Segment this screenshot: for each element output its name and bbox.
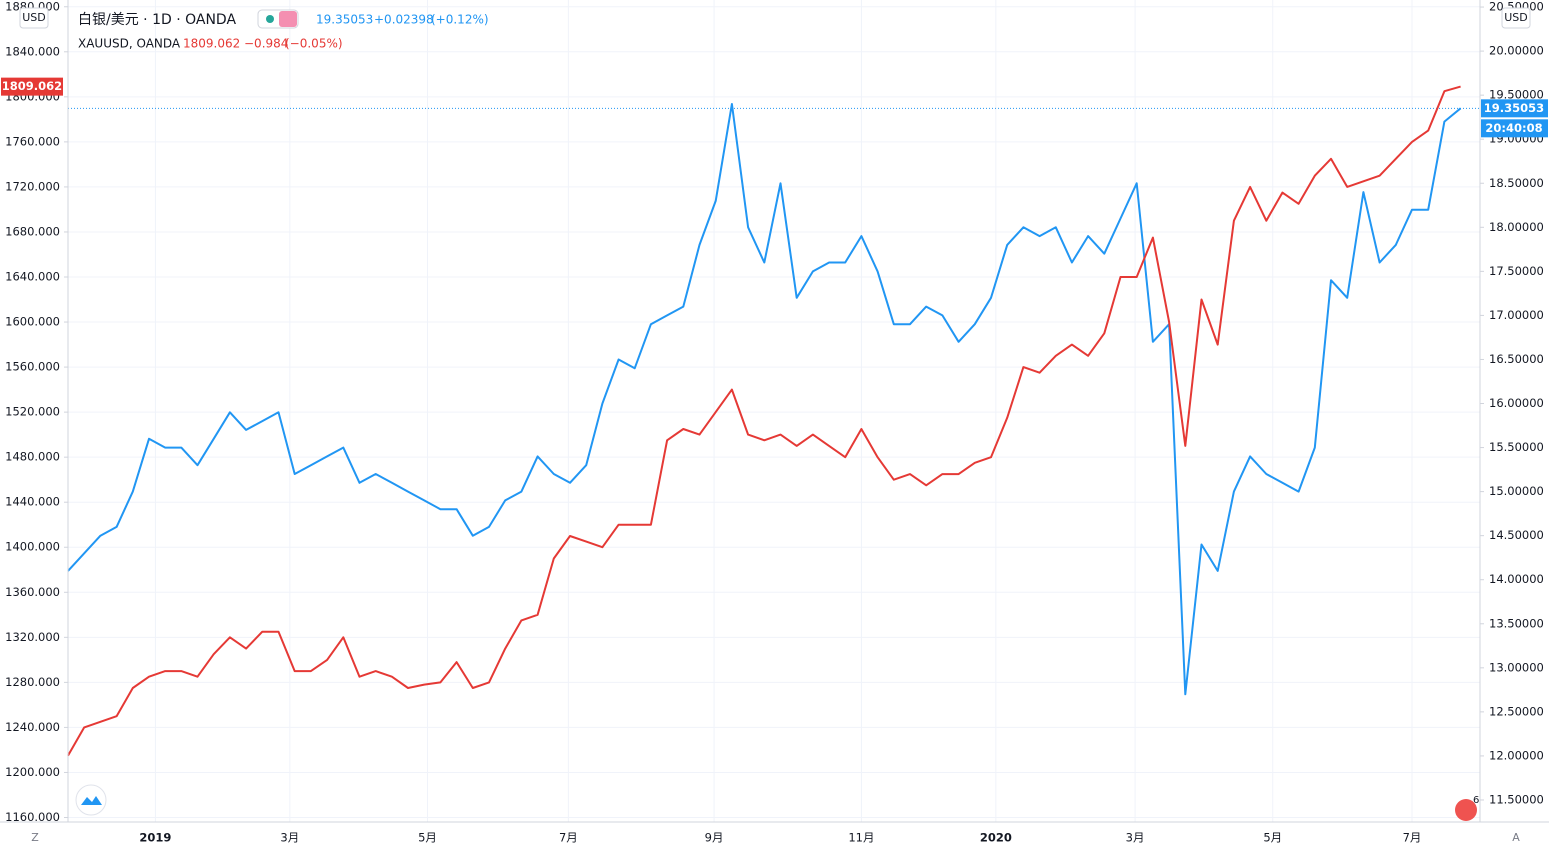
unit-box: [1501, 7, 1531, 29]
price-label-box: [1, 77, 63, 96]
legend-last: 1809.062: [183, 37, 240, 51]
y-unit: USD: [22, 11, 46, 24]
badge: 6: [1473, 795, 1479, 806]
y2-tick-label: 14.00000: [1489, 572, 1544, 586]
y-tick-label: 1400.000: [5, 540, 60, 554]
y2-tick-label: 12.00000: [1489, 748, 1544, 762]
y-tick-label: 1440.000: [5, 495, 60, 509]
y2-tick-label: 16.00000: [1489, 396, 1544, 410]
y2-tick-label: 16.50000: [1489, 352, 1544, 366]
y2-tick-label: 17.00000: [1489, 308, 1544, 322]
x-tick-label: 3月: [1126, 831, 1145, 845]
y2-unit: USD: [1504, 11, 1528, 24]
price-label: 1809.062: [2, 79, 62, 93]
y-tick-label: 1840.000: [5, 44, 60, 58]
y-tick-label: 1680.000: [5, 224, 60, 238]
y2-tick-label: 19.50000: [1489, 88, 1544, 102]
x-tick-label: 5月: [418, 831, 437, 845]
y2-tick-label: 18.50000: [1489, 176, 1544, 190]
y2-tick-label: 18.00000: [1489, 220, 1544, 234]
compare-icon[interactable]: [279, 11, 297, 27]
y-tick-label: 1360.000: [5, 585, 60, 599]
y-tick-label: 1280.000: [5, 675, 60, 689]
countdown: 20:40:08: [1485, 121, 1542, 135]
y-tick-label: 1240.000: [5, 720, 60, 734]
status-dot: [266, 15, 274, 23]
y-tick-label: 1480.000: [5, 450, 60, 464]
logo-icon: [81, 796, 102, 805]
legend-change-pct: (−0.05%): [285, 37, 343, 51]
y-tick-label: 1640.000: [5, 270, 60, 284]
y2-tick-label: 13.00000: [1489, 660, 1544, 674]
y-tick-label: 1320.000: [5, 630, 60, 644]
legend-change: −0.984: [244, 37, 288, 51]
series-line: [67, 85, 1461, 757]
y2-tick-label: 12.50000: [1489, 704, 1544, 718]
countdown-box: [1481, 119, 1548, 138]
x-tick-label: 7月: [559, 831, 578, 845]
y-tick-label: 1760.000: [5, 134, 60, 148]
zoom-button[interactable]: Z: [31, 831, 39, 844]
x-tick-label: 2020: [980, 831, 1012, 845]
y2-tick-label: 13.50000: [1489, 616, 1544, 630]
legend-name: 白银/美元 · 1D · OANDA: [78, 12, 236, 28]
lines: [67, 85, 1480, 757]
x-tick-label: 9月: [705, 831, 724, 845]
logo[interactable]: [75, 784, 107, 816]
y-tick-label: 1200.000: [5, 765, 60, 779]
x-tick-label: 7月: [1403, 831, 1422, 845]
x-tick-label: 11月: [848, 831, 874, 845]
price-label: 19.35053: [1484, 101, 1544, 115]
legend-name: XAUUSD, OANDA: [78, 37, 181, 51]
y-tick-label: 1520.000: [5, 405, 60, 419]
events-icon[interactable]: [1455, 799, 1477, 821]
x-tick-label: 3月: [280, 831, 299, 845]
y2-tick-label: 15.00000: [1489, 484, 1544, 498]
y2-tick-label: 15.50000: [1489, 440, 1544, 454]
x-tick-label: 5月: [1263, 831, 1282, 845]
y2-tick-label: 14.50000: [1489, 528, 1544, 542]
y2-tick-label: 20.00000: [1489, 44, 1544, 58]
legend-change-pct: (+0.12%): [431, 13, 489, 27]
series-line: [67, 103, 1462, 696]
y-tick-label: 1600.000: [5, 315, 60, 329]
y-tick-label: 1160.000: [5, 810, 60, 824]
grid: [68, 0, 1480, 822]
x-tick-label: 2019: [139, 831, 171, 845]
price-label-box: [1481, 99, 1548, 118]
auto-button[interactable]: A: [1512, 831, 1520, 844]
y2-tick-label: 17.50000: [1489, 264, 1544, 278]
y2-tick-label: 11.50000: [1489, 792, 1544, 806]
legend-change: +0.02398: [374, 13, 434, 27]
y-tick-label: 1720.000: [5, 179, 60, 193]
y-tick-label: 1560.000: [5, 360, 60, 374]
legend-last: 19.35053: [316, 13, 373, 27]
unit-box: [19, 7, 49, 29]
